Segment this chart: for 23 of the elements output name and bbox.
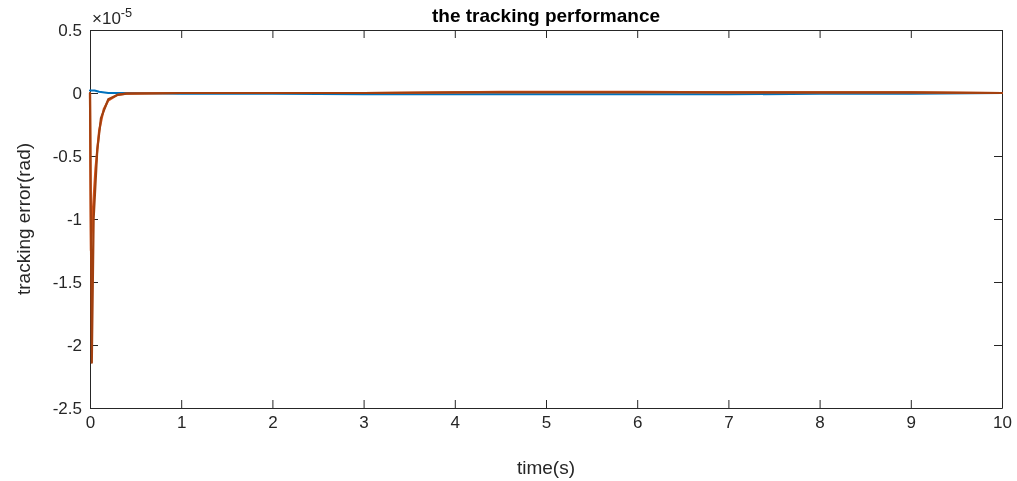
x-axis-title: time(s) <box>516 457 576 478</box>
x-tick-label: 6 <box>632 413 643 433</box>
y-tick-label: 0.5 <box>58 20 82 40</box>
chart-title: the tracking performance <box>431 5 661 26</box>
x-tick-label: 5 <box>541 413 552 433</box>
x-tick-label: 1 <box>176 413 187 433</box>
y-axis-title: tracking error(rad) <box>13 142 34 296</box>
x-tick-label: 10 <box>993 413 1012 433</box>
line-series <box>88 91 1004 364</box>
x-tick-label: 2 <box>268 413 278 433</box>
x-tick-label: 0 <box>85 413 96 433</box>
x-tick-label: 3 <box>359 413 369 433</box>
y-tick-label: -1.5 <box>52 272 82 292</box>
x-tick-label: 4 <box>450 413 461 433</box>
y-tick-label: -2 <box>66 335 82 355</box>
text: ×10$^{-5}$ <box>92 4 133 28</box>
x-tick-label: 9 <box>906 413 917 433</box>
x-tick-label: 8 <box>815 413 825 433</box>
y-tick-label: 0 <box>72 83 82 103</box>
y-tick-label: -1 <box>66 209 82 229</box>
y-tick-label: -2.5 <box>52 398 82 418</box>
y-tick-label: -0.5 <box>52 146 82 166</box>
x-tick-label: 7 <box>724 413 734 433</box>
